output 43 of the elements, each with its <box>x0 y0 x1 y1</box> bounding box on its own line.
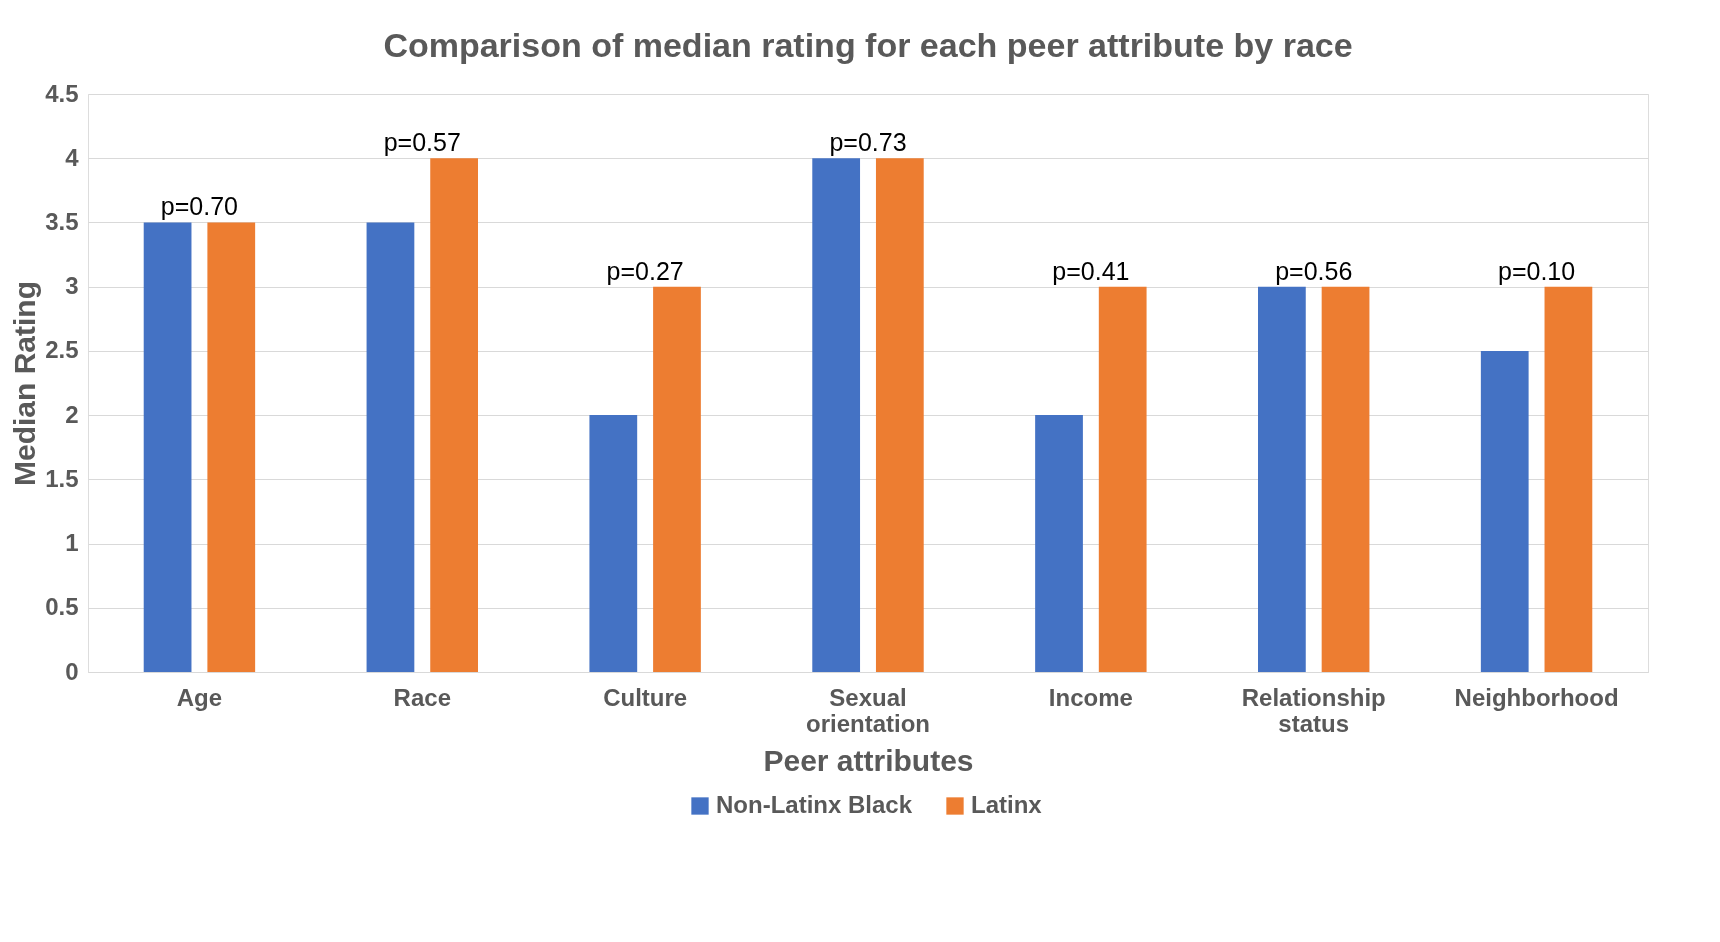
y-tick-label: 0 <box>65 657 79 685</box>
bar <box>653 286 701 672</box>
y-tick-label: 3 <box>65 272 79 300</box>
annotation: p=0.27 <box>606 256 684 285</box>
bar <box>1321 286 1370 672</box>
y-tick-label: 4.5 <box>45 79 79 107</box>
y-tick-label: 1 <box>65 529 79 557</box>
legend-label: Non-Latinx Black <box>716 791 913 818</box>
x-tick-label: Sexual orientation <box>806 683 930 737</box>
bar <box>589 415 638 672</box>
y-axis-title: Median Rating <box>8 280 42 487</box>
x-tick-label: Age <box>176 683 223 711</box>
bar <box>812 158 861 672</box>
bar <box>366 222 415 672</box>
annotation: p=0.57 <box>383 128 461 157</box>
y-tick-label: 2.5 <box>45 336 79 364</box>
x-tick-label: Income <box>1048 683 1133 711</box>
y-tick-label: 1.5 <box>45 464 79 492</box>
bar <box>1035 415 1083 672</box>
bar <box>143 222 192 672</box>
annotation: p=0.73 <box>829 128 907 157</box>
y-tick-label: 4 <box>65 143 80 171</box>
annotation: p=0.10 <box>1497 256 1576 285</box>
bar <box>430 158 478 672</box>
bar <box>1258 286 1306 672</box>
x-tick-label: Neighborhood <box>1454 683 1619 711</box>
legend-label: Latinx <box>971 791 1043 818</box>
annotation: p=0.41 <box>1052 256 1130 285</box>
bar <box>1480 350 1529 672</box>
y-tick-label: 2 <box>65 400 79 428</box>
bar <box>207 222 256 672</box>
bar <box>875 158 924 672</box>
x-axis-title: Peer attributes <box>763 743 974 777</box>
x-tick-label: Race <box>393 683 451 711</box>
bar <box>1098 286 1147 672</box>
chart-title: Comparison of median rating for each peer attribute by race <box>383 26 1353 64</box>
annotation: p=0.70 <box>160 192 239 221</box>
x-tick-label: Relationship status <box>1241 683 1386 737</box>
bar <box>1544 286 1593 672</box>
y-tick-label: 3.5 <box>45 207 79 235</box>
y-tick-label: 0.5 <box>45 593 79 621</box>
x-tick-label: Culture <box>603 683 688 711</box>
annotation: p=0.56 <box>1275 256 1353 285</box>
